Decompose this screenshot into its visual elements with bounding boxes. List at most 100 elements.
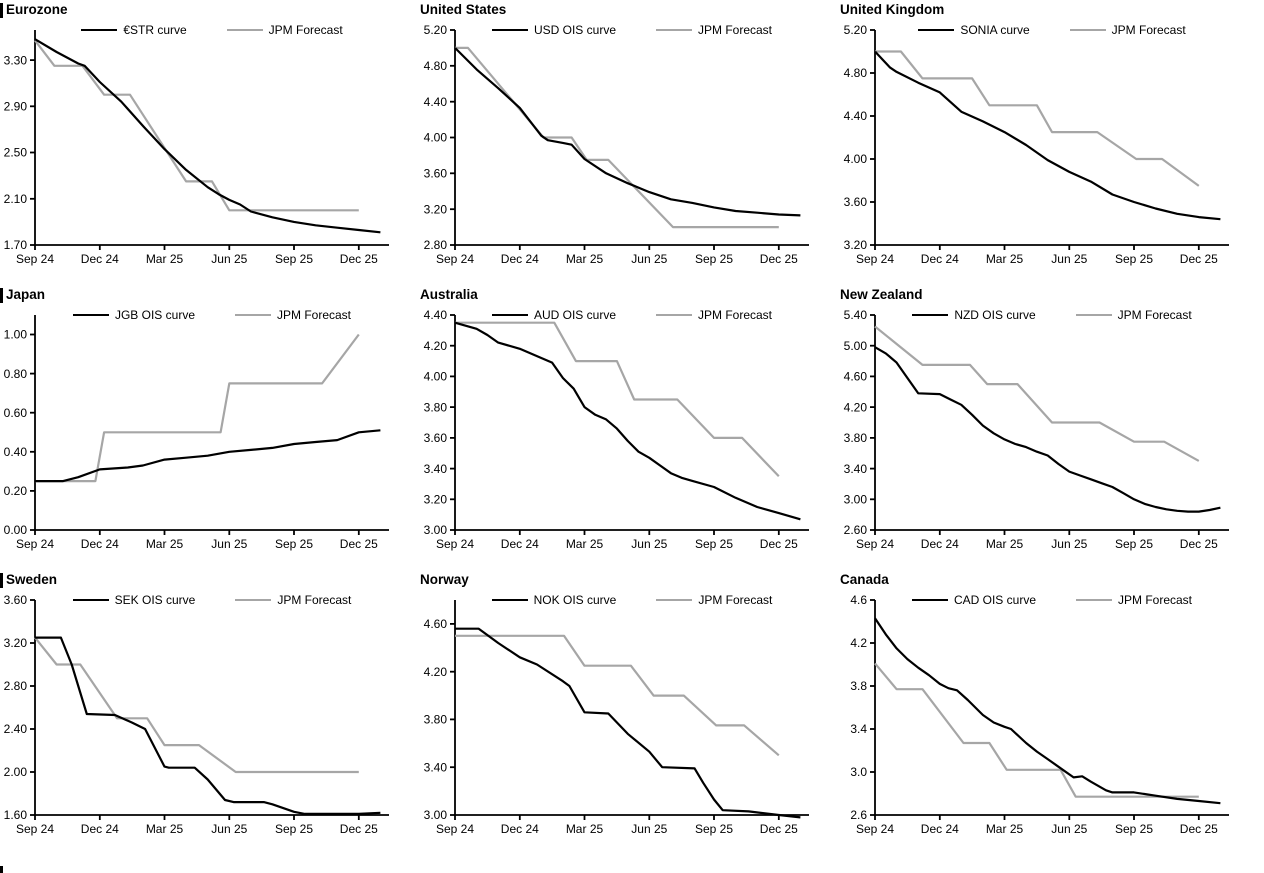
legend-item: JGB OIS curve xyxy=(72,308,195,322)
svg-text:4.20: 4.20 xyxy=(424,339,448,353)
series-line-swatch xyxy=(491,314,528,316)
svg-text:Dec 24: Dec 24 xyxy=(501,822,539,836)
chart-panel-canada: Canada CAD OIS curve JPM Forecast 4.6 4.2… xyxy=(840,570,1264,873)
svg-text:Sep 25: Sep 25 xyxy=(275,537,313,551)
svg-text:Mar 25: Mar 25 xyxy=(986,537,1024,551)
legend-label: JPM Forecast xyxy=(1111,23,1186,37)
chart-legend: JGB OIS curve JPM Forecast xyxy=(35,308,389,322)
svg-text:Dec 24: Dec 24 xyxy=(81,537,119,551)
chart-legend: AUD OIS curve JPM Forecast xyxy=(455,308,809,322)
svg-text:5.40: 5.40 xyxy=(844,308,868,322)
svg-text:Sep 25: Sep 25 xyxy=(275,822,313,836)
svg-text:Sep 25: Sep 25 xyxy=(695,252,733,266)
svg-text:3.40: 3.40 xyxy=(424,760,448,774)
series-line-swatch xyxy=(226,29,263,31)
svg-text:Sep 24: Sep 24 xyxy=(856,252,894,266)
svg-text:4.20: 4.20 xyxy=(844,400,868,414)
legend-label: €STR curve xyxy=(123,23,187,37)
svg-text:3.00: 3.00 xyxy=(424,523,448,537)
chart-plot: 5.40 5.00 4.60 4.20 3.80 3.40 3.00 2.60 Sep 24 De… xyxy=(840,301,1250,560)
svg-text:3.20: 3.20 xyxy=(424,493,448,507)
svg-text:3.00: 3.00 xyxy=(844,493,868,507)
svg-text:Sep 24: Sep 24 xyxy=(436,537,474,551)
svg-text:3.80: 3.80 xyxy=(424,713,448,727)
legend-item: SONIA curve xyxy=(918,23,1030,37)
svg-text:Dec 25: Dec 25 xyxy=(340,822,378,836)
svg-text:Jun 25: Jun 25 xyxy=(1051,252,1087,266)
svg-text:Sep 24: Sep 24 xyxy=(856,822,894,836)
chart-panel-united-kingdom: United Kingdom SONIA curve JPM Forecast … xyxy=(840,0,1264,285)
section-marker xyxy=(0,572,3,588)
svg-text:Mar 25: Mar 25 xyxy=(986,822,1024,836)
series-line-swatch xyxy=(656,599,693,601)
svg-text:Jun 25: Jun 25 xyxy=(631,252,667,266)
chart-legend: SONIA curve JPM Forecast xyxy=(875,23,1229,37)
chart-title-row: Sweden xyxy=(0,571,420,589)
svg-text:2.6: 2.6 xyxy=(850,808,867,822)
series-line-swatch xyxy=(656,29,692,31)
svg-text:4.80: 4.80 xyxy=(844,66,868,80)
svg-text:Jun 25: Jun 25 xyxy=(211,537,247,551)
svg-text:3.60: 3.60 xyxy=(424,431,448,445)
svg-text:Dec 25: Dec 25 xyxy=(760,822,798,836)
svg-text:Dec 25: Dec 25 xyxy=(760,537,798,551)
series-line-swatch xyxy=(72,314,109,316)
chart-title-row: United Kingdom xyxy=(840,1,1264,19)
series-line-swatch xyxy=(491,599,528,601)
svg-text:2.80: 2.80 xyxy=(4,679,28,693)
legend-label: JPM Forecast xyxy=(698,308,773,322)
svg-text:Mar 25: Mar 25 xyxy=(986,252,1024,266)
svg-text:Sep 25: Sep 25 xyxy=(695,537,733,551)
svg-text:3.00: 3.00 xyxy=(424,808,448,822)
svg-text:Sep 25: Sep 25 xyxy=(695,822,733,836)
series-line-swatch xyxy=(918,29,955,31)
legend-item: JPM Forecast xyxy=(656,23,772,37)
svg-text:3.0: 3.0 xyxy=(850,765,867,779)
legend-item: CAD OIS curve xyxy=(911,593,1036,607)
svg-text:4.40: 4.40 xyxy=(844,109,868,123)
series-line-swatch xyxy=(235,314,271,316)
legend-label: JPM Forecast xyxy=(277,308,352,322)
svg-text:Mar 25: Mar 25 xyxy=(146,252,184,266)
chart-legend: NOK OIS curve JPM Forecast xyxy=(455,593,809,607)
svg-text:5.20: 5.20 xyxy=(424,23,448,37)
svg-text:1.70: 1.70 xyxy=(4,238,28,252)
legend-item: €STR curve xyxy=(81,23,187,37)
svg-text:Dec 24: Dec 24 xyxy=(921,822,959,836)
svg-text:2.50: 2.50 xyxy=(4,146,28,160)
svg-text:Sep 24: Sep 24 xyxy=(436,252,474,266)
legend-label: JGB OIS curve xyxy=(114,308,195,322)
svg-text:4.00: 4.00 xyxy=(424,131,448,145)
svg-text:5.00: 5.00 xyxy=(844,339,868,353)
chart-title: Eurozone xyxy=(6,2,68,17)
svg-text:2.40: 2.40 xyxy=(4,722,28,736)
section-marker xyxy=(0,2,3,18)
legend-label: JPM Forecast xyxy=(1117,308,1192,322)
svg-text:Dec 25: Dec 25 xyxy=(340,252,378,266)
chart-title-row: Australia xyxy=(420,286,840,304)
svg-text:Dec 24: Dec 24 xyxy=(501,537,539,551)
series-line-swatch xyxy=(911,599,948,601)
svg-text:4.00: 4.00 xyxy=(844,152,868,166)
svg-text:4.60: 4.60 xyxy=(424,617,448,631)
svg-text:Sep 25: Sep 25 xyxy=(1115,822,1153,836)
legend-label: USD OIS curve xyxy=(533,23,616,37)
series-line-swatch xyxy=(72,599,109,601)
chart-title: New Zealand xyxy=(840,287,923,302)
svg-text:3.20: 3.20 xyxy=(4,636,28,650)
legend-item: JPM Forecast xyxy=(1075,308,1192,322)
svg-text:4.40: 4.40 xyxy=(424,308,448,322)
legend-item: NZD OIS curve xyxy=(912,308,1036,322)
section-marker-partial xyxy=(0,866,3,873)
series-line-swatch xyxy=(1075,314,1112,316)
svg-text:3.4: 3.4 xyxy=(850,722,867,736)
svg-text:4.20: 4.20 xyxy=(424,665,448,679)
svg-text:Sep 25: Sep 25 xyxy=(275,252,313,266)
legend-item: SEK OIS curve xyxy=(72,593,195,607)
svg-text:Jun 25: Jun 25 xyxy=(631,537,667,551)
